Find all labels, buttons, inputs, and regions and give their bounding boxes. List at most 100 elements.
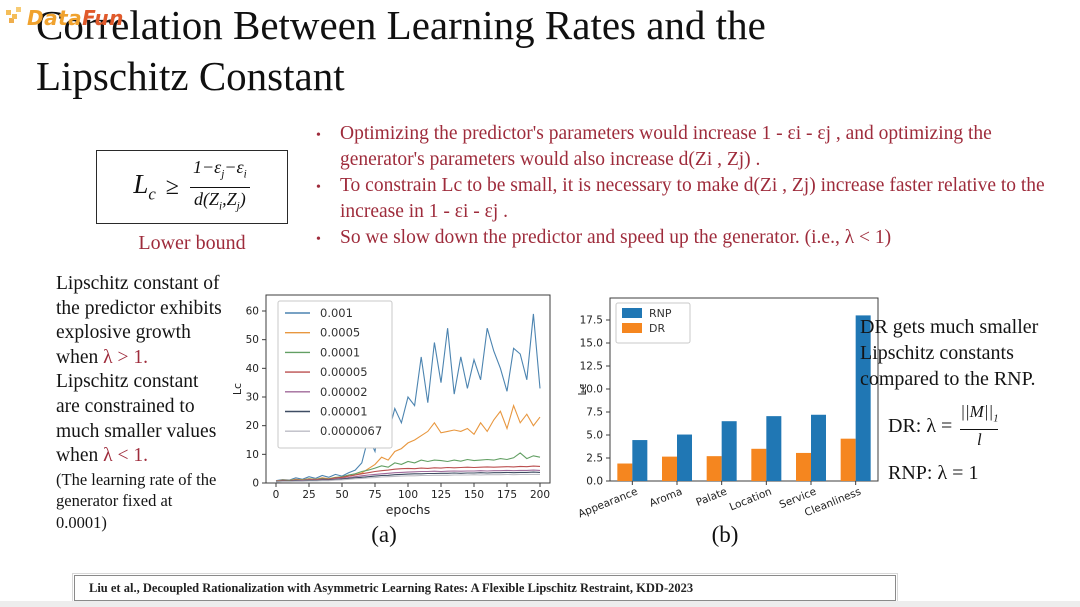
logo-dots-icon [12,14,17,19]
line-chart-lc-vs-epochs: 0 25 50 75 100 125 150 175 200 0 10 20 30 40 50 60 epoch… [228,288,568,560]
line-chart-canvas: 0 25 50 75 100 125 150 175 200 0 10 20 30 40 50 60 epoch… [231,294,551,518]
left-annotation: Lipschitz constant of the predictor exhi… [56,272,252,533]
text-segment: 1−ε [192,156,222,177]
citation-text: Liu et al., Decoupled Rationalization wi… [89,580,694,595]
formula-lhs: Lc [133,169,155,204]
axes: 0 25 50 75 100 125 150 175 200 0 10 20 30 40 50 60 epoch… [231,306,550,518]
legend: 0.001 0.0005 0.0001 0.00005 0.00002 0.00001 0.… [277,300,393,449]
text-segment: when [56,346,104,368]
dr-fraction: ||M||1 l [960,402,999,450]
svg-text:5.0: 5.0 [586,430,603,442]
text-segment: j [236,200,240,213]
rnp-lambda-formula: RNP: λ = 1 [888,462,979,485]
bottom-edge-strip [0,601,1080,607]
left-note-line: Lipschitz constant [56,371,199,393]
svg-text:Palate: Palate [694,486,728,509]
left-note-line: are constrained to [56,395,195,417]
right-annotation: DR gets much smaller Lipschitz constants… [860,314,1080,486]
logo-text-fun: Fun [82,6,124,30]
svg-text:25: 25 [302,489,315,501]
logo-text-data: Data [27,6,83,30]
lower-bound-label: Lower bound [138,232,246,254]
slide-title-line2: Lipschitz Constant [36,53,345,99]
left-note-line: when λ > 1. [56,346,252,371]
datafun-logo: DataFun [12,6,124,30]
slide-title: Correlation Between Learning Rates and t… [36,0,1036,102]
svg-text:40: 40 [246,363,259,375]
caption-a: (a) [371,522,397,547]
text-segment: −ε [224,156,244,177]
bar-chart-canvas: 0.0 2.5 5.0 7.5 10.0 12.5 15.0 17.5 Lc Appearance… [576,297,879,521]
svg-text:7.5: 7.5 [586,407,603,419]
bullet-icon: • [316,180,321,195]
text-segment: j [221,168,225,181]
svg-text:75: 75 [368,489,381,501]
svg-text:50: 50 [246,334,259,346]
left-note-line: much smaller values [56,420,217,442]
bullet-item-3: • So we slow down the predictor and spee… [316,225,1078,253]
svg-text:200: 200 [530,489,550,501]
text-segment: ) [239,188,246,209]
svg-text:Aroma: Aroma [648,486,684,510]
bullet-list: • Optimizing the predictor's parameters … [316,121,1078,253]
svg-text:100: 100 [398,489,418,501]
svg-text:175: 175 [497,489,517,501]
lambda-gt-1: λ > 1. [103,346,148,368]
svg-text:0.0: 0.0 [586,476,603,488]
text-segment: ||M|| [960,402,994,421]
svg-text:17.5: 17.5 [580,315,603,327]
svg-text:DR: DR [649,322,665,335]
text-segment: i [218,200,223,213]
dr-denominator: l [960,429,999,450]
svg-text:0.0001: 0.0001 [320,345,360,359]
svg-text:60: 60 [246,306,259,318]
bullet-icon: • [316,232,321,247]
svg-text:RNP: RNP [649,307,672,320]
svg-text:15.0: 15.0 [580,338,603,350]
text-segment: 1 [993,413,999,425]
svg-text:0: 0 [252,478,259,490]
svg-text:0.00005: 0.00005 [320,365,368,379]
axes: 0.0 2.5 5.0 7.5 10.0 12.5 15.0 17.5 Lc [576,315,610,488]
svg-text:125: 125 [431,489,451,501]
svg-text:0: 0 [273,489,280,501]
bar-chart-rnp-vs-dr: 0.0 2.5 5.0 7.5 10.0 12.5 15.0 17.5 Lc Appearance… [575,288,905,568]
svg-text:2.5: 2.5 [586,453,603,465]
bullet-text: To constrain Lc to be small, it is neces… [340,175,1045,222]
bullet-icon: • [316,128,321,143]
left-note-line: the predictor exhibits [56,297,222,319]
dr-numerator: ||M||1 [960,402,998,429]
left-note-line-small: generator fixed at [56,491,173,511]
slide-title-line1: Correlation Between Learning Rates and t… [36,2,766,48]
svg-text:12.5: 12.5 [580,361,603,373]
formula-lhs-main: L [133,169,149,200]
left-note-line: explosive growth [56,322,191,344]
text-segment: when [56,445,104,467]
svg-text:0.0000067: 0.0000067 [320,424,382,438]
legend: RNP DR [615,302,691,344]
svg-text:epochs: epochs [386,502,431,517]
citation-box: Liu et al., Decoupled Rationalization wi… [72,573,898,603]
text-segment: i [243,168,247,181]
right-note-line: DR gets much smaller [860,316,1039,338]
svg-text:Location: Location [728,486,774,514]
svg-text:0.0005: 0.0005 [320,326,360,340]
svg-text:0.00002: 0.00002 [320,385,368,399]
dr-lambda-formula: DR: λ = ||M||1 l [860,402,1080,450]
svg-text:10.0: 10.0 [580,384,603,396]
right-note-line: Lipschitz constants [860,342,1014,364]
svg-text:Lc: Lc [231,383,244,395]
formula-relation: ≥ [165,173,179,200]
svg-text:Appearance: Appearance [577,486,640,521]
right-note-line: compared to the RNP. [860,368,1036,390]
left-note-line-small: (The learning rate of the [56,469,217,489]
bullet-item-2: • To constrain Lc to be small, it is nec… [316,173,1078,225]
svg-text:0.001: 0.001 [320,306,353,320]
caption-b: (b) [711,522,739,547]
left-note-line-small: 0.0001) [56,512,107,532]
svg-text:Lc: Lc [576,383,589,395]
svg-text:20: 20 [246,420,259,432]
text-segment: ,Z [222,188,237,209]
svg-text:50: 50 [335,489,348,501]
